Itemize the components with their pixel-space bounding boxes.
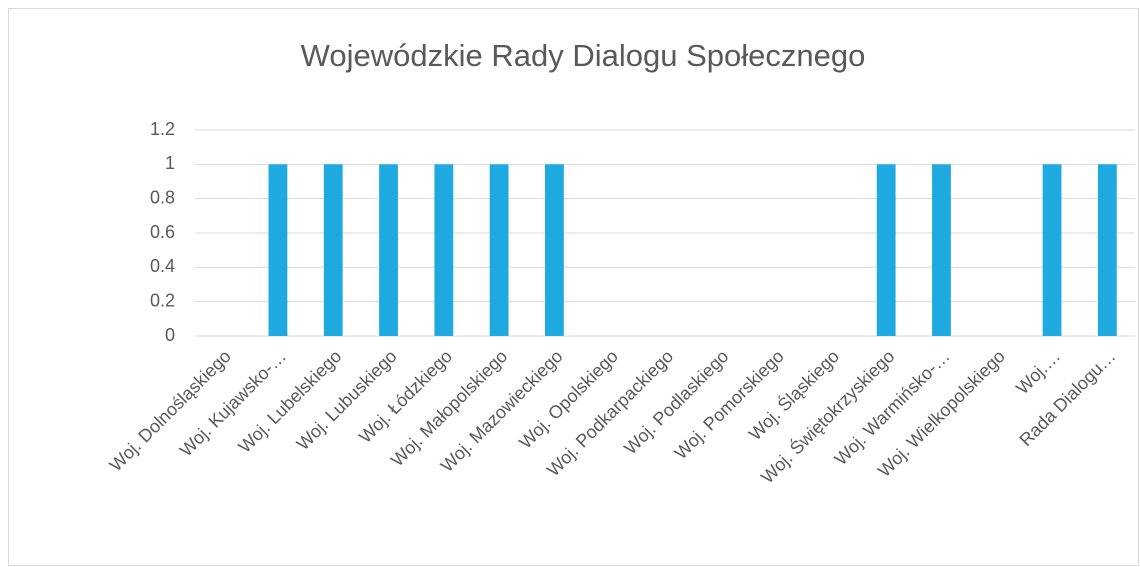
bar: [932, 164, 951, 336]
y-tick-label: 0.6: [150, 222, 175, 242]
chart-title: Wojewódzkie Rady Dialogu Społecznego: [301, 38, 866, 73]
bar: [1097, 164, 1117, 336]
bar: [489, 164, 509, 336]
y-tick-label: 0.4: [150, 256, 175, 276]
y-tick-label: 0: [165, 325, 175, 345]
y-tick-label: 1.2: [150, 119, 175, 139]
y-tick-label: 0.8: [150, 187, 175, 207]
bar: [434, 164, 454, 336]
chart-border: [8, 8, 1139, 566]
bar: [1042, 164, 1062, 336]
bar: [379, 164, 398, 336]
y-tick-label: 0.2: [150, 290, 175, 310]
bar: [876, 164, 896, 336]
bar: [323, 164, 343, 336]
y-tick-label: 1: [165, 153, 175, 173]
bar: [268, 164, 288, 336]
bar: [545, 164, 564, 336]
